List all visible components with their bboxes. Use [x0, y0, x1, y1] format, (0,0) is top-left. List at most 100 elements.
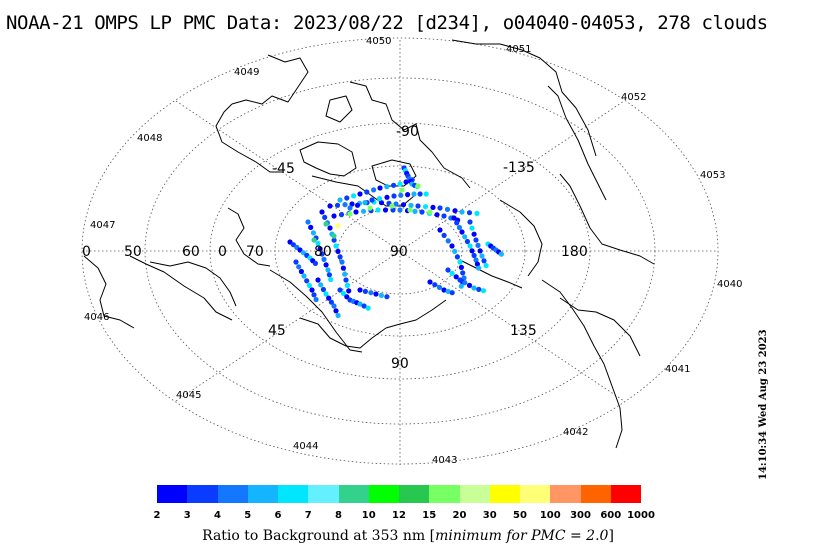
pmc-point: [415, 183, 421, 189]
pmc-point: [293, 259, 299, 265]
colorbar-swatch: [217, 485, 248, 503]
orbit-label: 4048: [137, 133, 162, 144]
pmc-point: [335, 223, 341, 229]
orbit-label: 4050: [366, 36, 391, 47]
pmc-point: [357, 191, 363, 197]
pmc-point: [467, 219, 473, 225]
pmc-point: [361, 303, 367, 309]
pmc-point: [469, 248, 475, 254]
pmc-point: [309, 287, 315, 293]
pmc-point: [344, 195, 350, 201]
longitude-line: [175, 100, 625, 402]
pmc-point: [315, 277, 321, 283]
colorbar-swatch: [459, 485, 490, 503]
colorbar-swatch: [187, 485, 218, 503]
pmc-point: [362, 288, 368, 294]
pmc-point: [476, 286, 482, 292]
pmc-point: [326, 272, 332, 278]
pmc-point: [476, 265, 482, 271]
pmc-point: [471, 285, 477, 291]
pmc-point: [325, 267, 331, 273]
pmc-point: [331, 213, 337, 219]
pmc-point: [453, 274, 459, 280]
pmc-point: [317, 246, 323, 252]
coastline: [541, 279, 623, 449]
coastline: [269, 269, 363, 353]
coastline: [299, 317, 387, 349]
orbit-label: 4053: [700, 170, 725, 181]
map-labels: 4040 4041 4042 4043 4044 4045 4046 4047 4048 4049…: [82, 36, 742, 466]
pmc-point: [452, 248, 458, 254]
pmc-point: [462, 234, 468, 240]
pmc-point: [456, 224, 462, 231]
longitude-label: -45: [272, 161, 295, 177]
pmc-point: [334, 202, 341, 208]
pmc-point: [441, 232, 447, 238]
coastline: [547, 85, 607, 201]
pmc-point: [473, 237, 479, 243]
longitude-label: 0: [218, 244, 227, 260]
pmc-point: [437, 205, 443, 211]
coastline: [325, 95, 353, 123]
pmc-point: [408, 202, 414, 208]
polar-map: 4040 4041 4042 4043 4044 4045 4046 4047 4048 4049…: [81, 36, 742, 466]
pmc-point: [344, 282, 350, 288]
latitude-label: 70: [246, 244, 264, 260]
pmc-point: [346, 288, 352, 294]
longitude-label: 0: [82, 244, 91, 260]
colorbar-tick: 3: [183, 510, 191, 521]
colorbar-tick: 100: [539, 510, 561, 521]
pmc-point: [305, 219, 311, 225]
pmc-point: [312, 260, 318, 266]
pmc-point: [467, 243, 473, 249]
colorbar-tick: 600: [600, 510, 622, 521]
orbit-label: 4045: [176, 390, 201, 401]
orbit-label: 4044: [293, 441, 318, 452]
colorbar-label: Ratio to Background at 353 nm [minimum f…: [0, 528, 816, 544]
pmc-point: [340, 265, 346, 271]
colorbar-tick: 4: [214, 510, 221, 521]
coastline: [451, 39, 597, 157]
pmc-point: [331, 233, 337, 239]
pmc-point: [369, 197, 375, 203]
pmc-point: [393, 201, 399, 207]
pmc-point: [391, 182, 397, 188]
pmc-point: [473, 257, 479, 263]
pmc-point: [311, 237, 317, 243]
pmc-point: [373, 291, 379, 297]
pmc-point: [344, 294, 350, 300]
longitude-label: 45: [268, 323, 286, 339]
pmc-point: [343, 277, 349, 283]
pmc-point: [445, 267, 451, 273]
colorbar-label-suffix: ]: [608, 528, 614, 544]
pmc-point: [434, 212, 440, 218]
pmc-point: [454, 254, 460, 260]
pmc-point: [471, 231, 477, 237]
pmc-point: [327, 225, 333, 231]
pmc-point: [441, 213, 447, 219]
pmc-point: [457, 259, 463, 265]
pmc-point: [390, 207, 396, 213]
pmc-point: [340, 290, 346, 296]
pmc-point: [367, 205, 373, 211]
pmc-point: [498, 251, 504, 257]
orbit-label: 4052: [621, 92, 646, 103]
pmc-point: [449, 290, 455, 296]
coastline: [559, 173, 655, 265]
pmc-point: [427, 209, 433, 215]
colorbar-tick: 8: [335, 510, 342, 521]
pmc-point: [451, 215, 457, 221]
pmc-point: [469, 225, 475, 231]
pmc-point: [384, 184, 390, 190]
pmc-point: [321, 256, 327, 262]
pmc-point: [335, 248, 341, 254]
coastline: [459, 259, 523, 289]
pmc-point: [382, 207, 389, 213]
colorbar-swatch: [338, 485, 369, 503]
orbit-label: 4040: [717, 279, 742, 290]
pmc-point: [308, 224, 314, 230]
pmc-point: [342, 202, 348, 208]
pmc-point: [362, 200, 368, 206]
pmc-point: [365, 305, 371, 311]
coastline: [227, 207, 271, 267]
